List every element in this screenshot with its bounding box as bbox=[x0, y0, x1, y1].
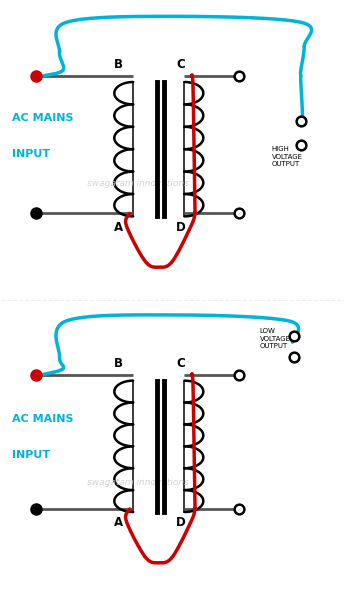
Text: INPUT: INPUT bbox=[12, 149, 50, 159]
Text: B: B bbox=[114, 58, 123, 71]
Text: A: A bbox=[114, 221, 123, 234]
Text: C: C bbox=[176, 357, 185, 370]
Text: INPUT: INPUT bbox=[12, 451, 50, 461]
Text: C: C bbox=[176, 58, 185, 71]
Text: D: D bbox=[176, 516, 186, 529]
Text: AC MAINS: AC MAINS bbox=[12, 414, 73, 424]
Text: A: A bbox=[114, 516, 123, 529]
Text: HIGH
VOLTAGE
OUTPUT: HIGH VOLTAGE OUTPUT bbox=[272, 146, 303, 167]
Text: AC MAINS: AC MAINS bbox=[12, 113, 73, 122]
Text: D: D bbox=[176, 221, 186, 234]
Text: LOW
VOLTAGE
OUTPUT: LOW VOLTAGE OUTPUT bbox=[260, 328, 291, 349]
Text: swagatam innovations: swagatam innovations bbox=[87, 478, 189, 487]
Text: B: B bbox=[114, 357, 123, 370]
Text: swagatam innovations: swagatam innovations bbox=[87, 179, 189, 188]
